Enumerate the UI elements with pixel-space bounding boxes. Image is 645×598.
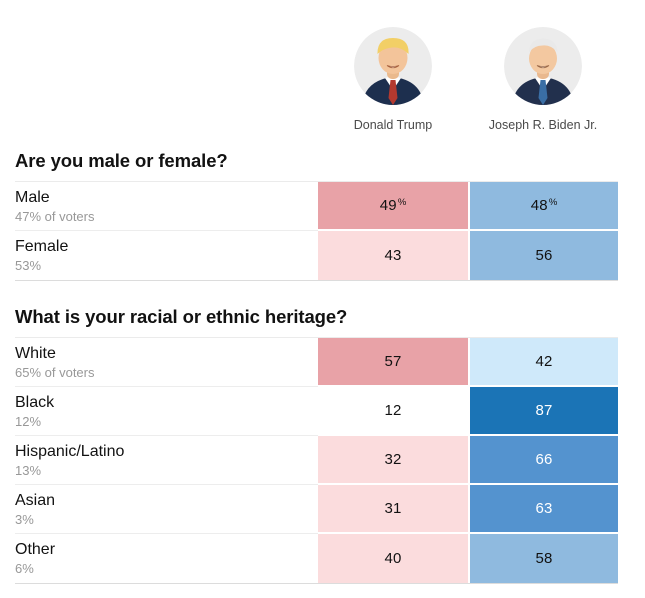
candidate-name: Joseph R. Biden Jr. [488, 118, 598, 132]
candidate-name: Donald Trump [353, 118, 433, 132]
row-sublabel: 12% [15, 414, 42, 429]
cell-value: 57 [384, 353, 402, 370]
row-label: Male 47% of voters [15, 182, 318, 231]
row-label: Hispanic/Latino 13% [15, 436, 318, 485]
trump-avatar [354, 27, 432, 105]
candidate-trump: Donald Trump [318, 27, 468, 132]
trump-cell: 32 [318, 436, 468, 485]
trump-cell: 57 [318, 338, 468, 387]
cell-value: 40 [384, 550, 402, 567]
trump-cell: 49% [318, 182, 468, 231]
table-row: Other 6% 40 58 [15, 534, 618, 583]
percent-unit: % [397, 197, 407, 208]
candidate-biden: Joseph R. Biden Jr. [468, 27, 618, 132]
row-sublabel: 6% [15, 561, 34, 576]
poll-table: White 65% of voters 57 42 Black 12% 12 87 Hispan… [15, 337, 618, 584]
row-label-title: Black [15, 394, 55, 411]
row-label-title: White [15, 345, 56, 362]
cell-value: 43 [384, 247, 402, 264]
cell-value: 87 [535, 402, 553, 419]
biden-cell: 66 [468, 436, 618, 485]
row-sublabel: 53% [15, 258, 42, 273]
question-header: What is your racial or ethnic heritage? [15, 306, 348, 327]
row-label: Other 6% [15, 534, 318, 583]
table-row: Hispanic/Latino 13% 32 66 [15, 436, 618, 485]
row-label-title: Male [15, 189, 50, 206]
poll-section: Are you male or female? Male 47% of voters… [15, 150, 618, 281]
trump-cell: 40 [318, 534, 468, 583]
row-label-title: Asian [15, 492, 56, 509]
poll-section: What is your racial or ethnic heritage? W… [15, 306, 618, 584]
percent-unit: % [548, 197, 558, 208]
trump-cell: 43 [318, 231, 468, 280]
cell-value: 31 [384, 500, 402, 517]
cell-value: 12 [384, 402, 402, 419]
biden-cell: 42 [468, 338, 618, 387]
cell-value: 66 [535, 451, 553, 468]
cell-value: 32 [384, 451, 402, 468]
biden-cell: 87 [468, 387, 618, 436]
cell-value: 58 [535, 550, 553, 567]
poll-sections: Are you male or female? Male 47% of voters… [15, 150, 618, 584]
row-sublabel: 13% [15, 463, 42, 478]
biden-cell: 58 [468, 534, 618, 583]
row-sublabel: 47% of voters [15, 209, 95, 224]
cell-value: 49 [379, 197, 397, 214]
row-label-title: Other [15, 541, 56, 558]
row-label-title: Female [15, 238, 69, 255]
cell-value: 42 [535, 353, 553, 370]
row-label: Asian 3% [15, 485, 318, 534]
cell-value: 63 [535, 500, 553, 517]
row-sublabel: 3% [15, 512, 34, 527]
row-label-title: Hispanic/Latino [15, 443, 125, 460]
poll-table: Male 47% of voters 49% 48% Female 53% 43 56 [15, 181, 618, 281]
cell-value: 56 [535, 247, 553, 264]
table-row: White 65% of voters 57 42 [15, 338, 618, 387]
cell-value: 48 [530, 197, 548, 214]
trump-cell: 31 [318, 485, 468, 534]
biden-cell: 56 [468, 231, 618, 280]
row-label: Black 12% [15, 387, 318, 436]
row-label: White 65% of voters [15, 338, 318, 387]
table-row: Male 47% of voters 49% 48% [15, 182, 618, 231]
table-row: Asian 3% 31 63 [15, 485, 618, 534]
trump-cell: 12 [318, 387, 468, 436]
biden-avatar [504, 27, 582, 105]
row-sublabel: 65% of voters [15, 365, 95, 380]
table-row: Black 12% 12 87 [15, 387, 618, 436]
row-label: Female 53% [15, 231, 318, 280]
table-row: Female 53% 43 56 [15, 231, 618, 280]
question-header: Are you male or female? [15, 150, 228, 171]
biden-cell: 48% [468, 182, 618, 231]
biden-cell: 63 [468, 485, 618, 534]
